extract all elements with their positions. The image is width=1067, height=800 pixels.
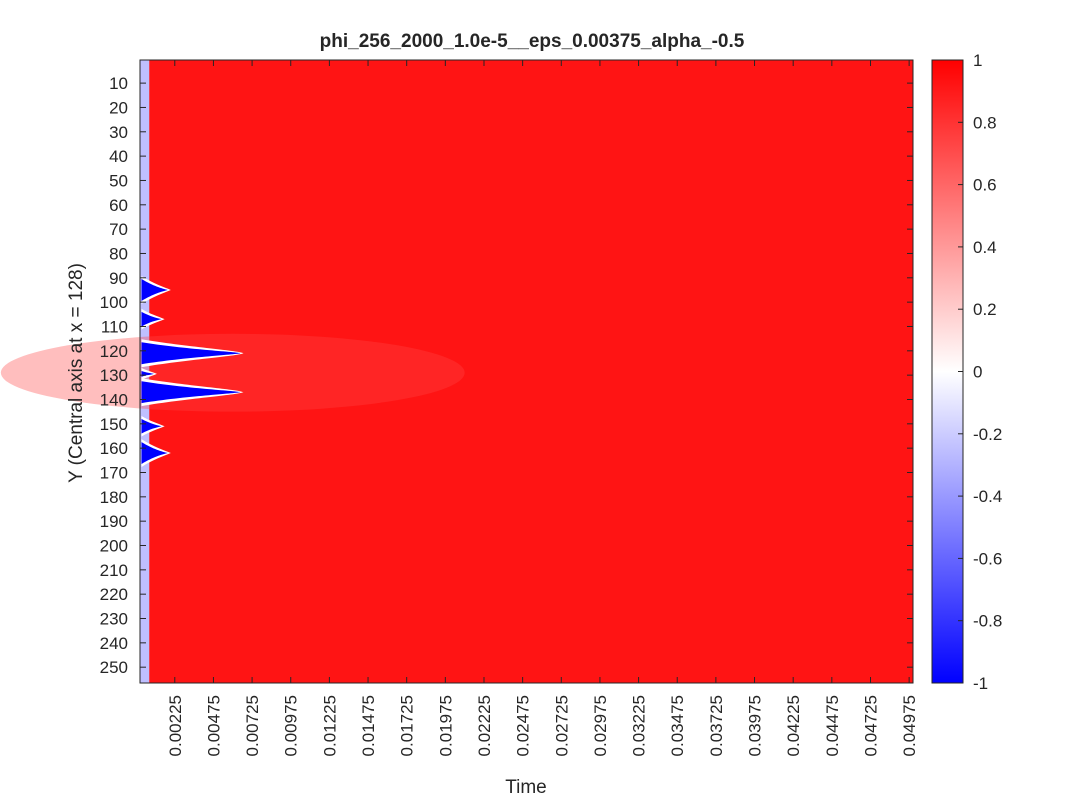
x-tick-label: 0.03225: [630, 695, 649, 756]
y-tick-label: 210: [100, 561, 128, 580]
plot-area: 10 20 30 40 50 60 70 80 90 100 110 120 130 140 150 160 1…: [0, 59, 919, 756]
y-tick-label: 90: [109, 269, 128, 288]
heatmap-finger: [141, 279, 168, 301]
colorbar-tick-label: 0.2: [973, 300, 997, 319]
y-tick-label: 160: [100, 439, 128, 458]
x-axis-label: Time: [505, 777, 547, 798]
colorbar-tick-label: 0.8: [973, 113, 997, 132]
x-axis-ticks: 0.00225 0.00475 0.00725 0.00975 0.01225 0.014…: [166, 60, 919, 756]
heatmap-finger: [141, 381, 241, 404]
colorbar-tick-label: 0.4: [973, 238, 997, 257]
x-tick-label: 0.01475: [359, 695, 378, 756]
y-tick-label: 250: [100, 658, 128, 677]
x-tick-label: 0.04225: [784, 695, 803, 756]
y-tick-label: 120: [100, 342, 128, 361]
x-tick-label: 0.04725: [861, 695, 880, 756]
chart-title: phi_256_2000_1.0e-5__eps_0.00375_alpha_-…: [320, 31, 745, 52]
heatmap-layer: [0, 60, 913, 683]
x-tick-label: 0.03725: [707, 695, 726, 756]
y-tick-label: 30: [109, 123, 128, 142]
x-tick-label: 0.04475: [823, 695, 842, 756]
heatmap-finger: [141, 418, 162, 434]
y-tick-label: 110: [101, 317, 128, 336]
y-axis-label: Y (Central axis at x = 128): [66, 263, 87, 483]
y-tick-label: 220: [100, 585, 128, 604]
y-tick-label: 40: [109, 147, 128, 166]
heatmap-background: [140, 60, 913, 683]
colorbar: 1 0.8 0.6 0.4 0.2 0 -0.2 -0.4 -0.6 -0.8 -1: [931, 51, 1002, 693]
x-tick-label: 0.01225: [320, 695, 339, 756]
plot-frame: [139, 59, 914, 684]
x-tick-label: 0.00975: [282, 695, 301, 756]
heatmap-finger: [141, 342, 241, 365]
y-axis-ticks: 10 20 30 40 50 60 70 80 90 100 110 120 130 140 150 160 1…: [100, 74, 913, 677]
x-tick-label: 0.02975: [591, 695, 610, 756]
x-tick-label: 0.01725: [398, 695, 417, 756]
x-tick-label: 0.00225: [166, 695, 185, 756]
x-tick-label: 0.02225: [475, 695, 494, 756]
colorbar-tick-label: -0.4: [973, 487, 1002, 506]
colorbar-tick-label: 0.6: [973, 176, 997, 195]
y-tick-label: 140: [100, 390, 128, 409]
y-tick-label: 60: [109, 196, 128, 215]
y-tick-label: 20: [109, 98, 128, 117]
x-tick-label: 0.00475: [204, 695, 223, 756]
colorbar-ticks: 1 0.8 0.6 0.4 0.2 0 -0.2 -0.4 -0.6 -0.8 -1: [958, 51, 1002, 693]
y-tick-label: 150: [100, 415, 128, 434]
y-tick-label: 10: [109, 74, 128, 93]
y-tick-label: 190: [100, 512, 128, 531]
x-tick-label: 0.02725: [552, 695, 571, 756]
y-tick-label: 50: [109, 171, 128, 190]
y-tick-label: 230: [100, 610, 128, 629]
y-tick-label: 70: [109, 220, 128, 239]
x-tick-label: 0.00725: [243, 695, 262, 756]
x-tick-label: 0.02475: [514, 695, 533, 756]
heatmap-halo: [0, 333, 465, 412]
y-tick-label: 80: [109, 244, 128, 263]
heatmap-finger: [141, 442, 168, 464]
colorbar-tick-label: -0.6: [973, 549, 1002, 568]
x-tick-label: 0.03475: [668, 695, 687, 756]
x-tick-label: 0.01975: [436, 695, 455, 756]
colorbar-tick-label: -1: [973, 674, 988, 693]
x-tick-label: 0.03975: [746, 695, 765, 756]
colorbar-gradient: [931, 59, 964, 684]
colorbar-tick-label: 0: [973, 363, 982, 382]
y-tick-label: 200: [100, 537, 128, 556]
colorbar-tick-label: 1: [973, 51, 982, 70]
colorbar-tick-label: -0.2: [973, 425, 1002, 444]
y-tick-label: 130: [100, 366, 128, 385]
colorbar-tick-label: -0.8: [973, 612, 1002, 631]
y-tick-label: 100: [100, 293, 128, 312]
y-tick-label: 240: [100, 634, 128, 653]
y-tick-label: 180: [100, 488, 128, 507]
x-tick-label: 0.04975: [900, 695, 919, 756]
heatmap-finger: [141, 311, 162, 327]
y-tick-label: 170: [100, 463, 128, 482]
